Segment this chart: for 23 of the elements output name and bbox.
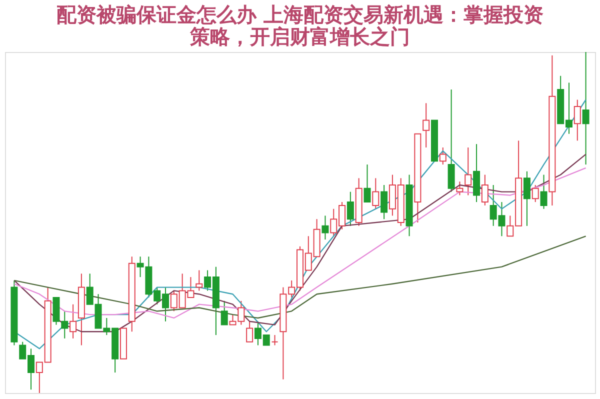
candlestick: [372, 178, 380, 210]
candlestick: [346, 191, 354, 226]
chart-title: 配资被骗保证金怎么办 上海配资交易新机遇：掌握投资策略，开启财富增长之门: [56, 2, 544, 48]
candlestick: [196, 270, 203, 292]
candlestick: [473, 144, 480, 203]
candlestick: [439, 146, 446, 166]
candlestick: [380, 184, 388, 220]
candlestick: [220, 300, 228, 326]
candlestick: [574, 99, 581, 142]
candlestick: [464, 146, 472, 196]
candlestick: [540, 174, 548, 210]
candlestick: [271, 334, 278, 346]
candlestick: [448, 89, 455, 192]
candlestick: [523, 170, 530, 226]
candlestick: [532, 184, 539, 203]
candlestick: [481, 174, 488, 206]
candlestick: [364, 164, 371, 203]
candlestick: [246, 320, 254, 342]
candlestick: [322, 215, 329, 240]
candlestick: [582, 52, 590, 166]
candlestick: [70, 304, 77, 339]
candlestick: [456, 181, 464, 196]
candlestick: [422, 102, 430, 148]
